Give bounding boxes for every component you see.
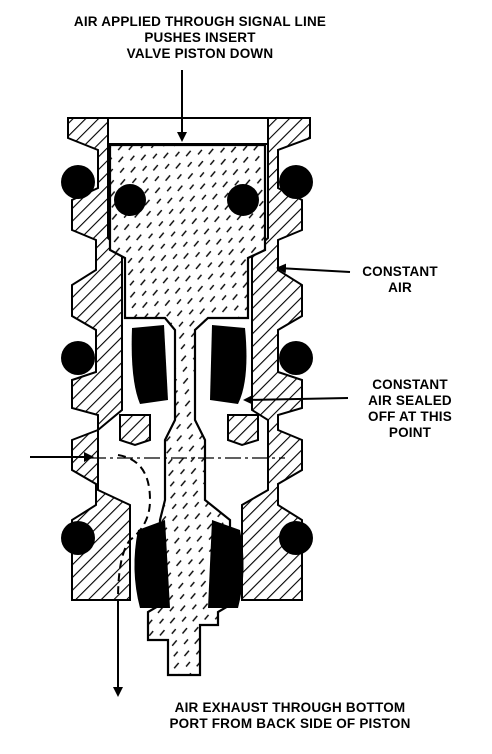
label-line: AIR APPLIED THROUGH SIGNAL LINE (73, 14, 327, 29)
label-line: AIR EXHAUST THROUGH BOTTOM (174, 700, 406, 715)
label-line: CONSTANT (362, 264, 438, 279)
upper-right-seal (210, 325, 247, 404)
exhaust-flow-path (117, 454, 152, 601)
o-ring-middle-right (279, 341, 313, 375)
housing-right-wall (241, 117, 311, 601)
sealed-point-label: CONSTANT AIR SEALED OFF AT THIS POINT (345, 377, 475, 441)
constant-air-label: CONSTANT AIR (335, 264, 465, 296)
label-line: PUSHES INSERT (144, 30, 256, 45)
exhaust-label: AIR EXHAUST THROUGH BOTTOM PORT FROM BAC… (95, 700, 485, 732)
label-line: VALVE PISTON DOWN (126, 46, 274, 61)
label-line: POINT (388, 425, 432, 440)
lower-left-seal (134, 520, 170, 608)
o-ring-bottom-left (61, 521, 95, 555)
o-ring-top-left-inner (114, 184, 146, 216)
label-line: AIR SEALED (368, 393, 452, 408)
label-line: AIR (388, 280, 412, 295)
housing-bottom-right (227, 414, 259, 447)
housing-left-wall (67, 117, 131, 601)
label-line: PORT FROM BACK SIDE OF PISTON (169, 716, 411, 731)
o-ring-top-right-outer (279, 165, 313, 199)
o-ring-top-right-inner (227, 184, 259, 216)
signal-line-label: AIR APPLIED THROUGH SIGNAL LINE PUSHES I… (0, 14, 400, 62)
o-ring-middle-left (61, 341, 95, 375)
valve-housing (67, 117, 311, 601)
o-ring-top-left-outer (61, 165, 95, 199)
upper-left-seal (131, 325, 168, 404)
sealed-point-arrow (243, 394, 349, 405)
label-line: OFF AT THIS (368, 409, 452, 424)
housing-top-cap (107, 117, 269, 145)
o-ring-bottom-right (279, 521, 313, 555)
housing-bottom-left (119, 414, 151, 447)
lower-right-seal (208, 520, 244, 608)
label-line: CONSTANT (372, 377, 448, 392)
constant-air-arrow (276, 263, 351, 274)
